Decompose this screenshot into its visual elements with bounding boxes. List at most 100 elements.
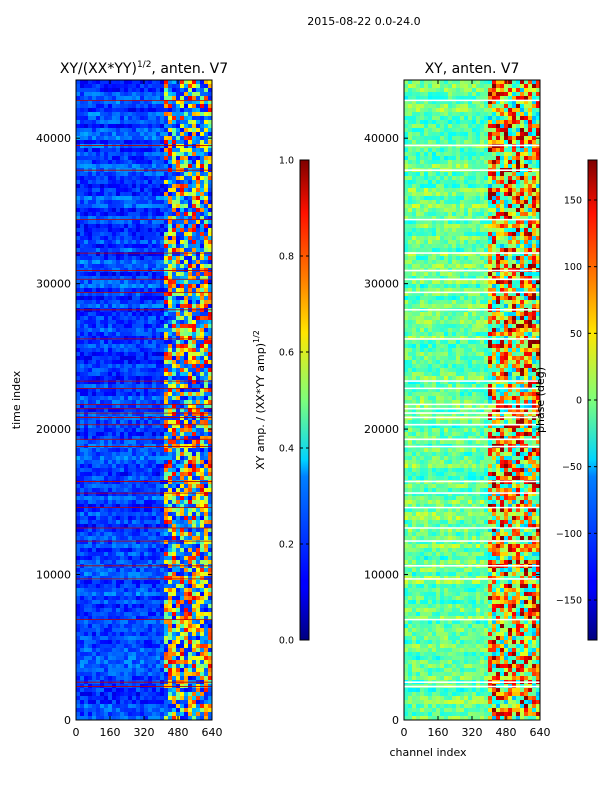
- heatmap-cell: [156, 404, 161, 409]
- heatmap-cell: [208, 236, 213, 241]
- heatmap-cell: [120, 484, 125, 489]
- heatmap-cell: [84, 636, 89, 641]
- heatmap-cell: [104, 140, 109, 145]
- heatmap-cell: [136, 260, 141, 265]
- heatmap-cell: [148, 396, 153, 401]
- heatmap-cell: [96, 604, 101, 609]
- heatmap-cell: [152, 96, 157, 101]
- heatmap-cell: [164, 596, 169, 601]
- heatmap-cell: [160, 100, 165, 105]
- heatmap-cell: [192, 124, 197, 129]
- heatmap-cell: [192, 304, 197, 309]
- heatmap-cell: [172, 496, 177, 501]
- heatmap-cell: [96, 640, 101, 645]
- heatmap-cell: [84, 176, 89, 181]
- heatmap-cell: [184, 252, 189, 257]
- heatmap-cell: [76, 340, 81, 345]
- heatmap-cell: [172, 408, 177, 413]
- heatmap-cell: [200, 140, 205, 145]
- heatmap-cell: [128, 264, 133, 269]
- heatmap-cell: [192, 312, 197, 317]
- heatmap-cell: [200, 96, 205, 101]
- heatmap-cell: [148, 368, 153, 373]
- heatmap-cell: [140, 292, 145, 297]
- heatmap-cell: [104, 640, 109, 645]
- heatmap-cell: [168, 220, 173, 225]
- heatmap-cell: [84, 504, 89, 509]
- heatmap-cell: [152, 420, 157, 425]
- heatmap-cell: [96, 656, 101, 661]
- heatmap-cell: [116, 396, 121, 401]
- heatmap-cell: [100, 216, 105, 221]
- heatmap-cell: [92, 560, 97, 565]
- heatmap-cell: [176, 348, 181, 353]
- heatmap-cell: [84, 96, 89, 101]
- heatmap-cell: [128, 112, 133, 117]
- heatmap-cell: [160, 280, 165, 285]
- heatmap-cell: [204, 96, 209, 101]
- heatmap-cell: [80, 600, 85, 605]
- heatmap-cell: [192, 144, 197, 149]
- heatmap-cell: [124, 628, 129, 633]
- heatmap-cell: [200, 200, 205, 205]
- heatmap-cell: [180, 644, 185, 649]
- heatmap-cell: [112, 588, 117, 593]
- heatmap-cell: [160, 116, 165, 121]
- heatmap-cell: [188, 440, 193, 445]
- heatmap-cell: [88, 388, 93, 393]
- heatmap-cell: [188, 448, 193, 453]
- heatmap-cell: [168, 440, 173, 445]
- heatmap-cell: [108, 412, 113, 417]
- heatmap-cell: [88, 560, 93, 565]
- heatmap-cell: [192, 344, 197, 349]
- heatmap-cell: [80, 392, 85, 397]
- heatmap-cell: [196, 500, 201, 505]
- heatmap-cell: [152, 228, 157, 233]
- heatmap-cell: [108, 100, 113, 105]
- heatmap-cell: [160, 252, 165, 257]
- heatmap-cell: [140, 160, 145, 165]
- heatmap-cell: [148, 472, 153, 477]
- heatmap-cell: [92, 172, 97, 177]
- heatmap-cell: [136, 496, 141, 501]
- heatmap-cell: [120, 596, 125, 601]
- heatmap-cell: [180, 488, 185, 493]
- heatmap-cell: [100, 144, 105, 149]
- heatmap-cell: [152, 396, 157, 401]
- heatmap-cell: [104, 280, 109, 285]
- heatmap-cell: [192, 576, 197, 581]
- heatmap-cell: [200, 376, 205, 381]
- heatmap-cell: [124, 420, 129, 425]
- heatmap-cell: [208, 316, 213, 321]
- heatmap-cell: [184, 480, 189, 485]
- heatmap-cell: [204, 660, 209, 665]
- heatmap-cell: [128, 512, 133, 517]
- heatmap-cell: [88, 160, 93, 165]
- heatmap-cell: [92, 452, 97, 457]
- heatmap-cell: [128, 448, 133, 453]
- heatmap-cell: [104, 180, 109, 185]
- heatmap-cell: [124, 352, 129, 357]
- heatmap-cell: [140, 432, 145, 437]
- heatmap-cell: [112, 356, 117, 361]
- heatmap-cell: [84, 580, 89, 585]
- heatmap-cell: [156, 488, 161, 493]
- heatmap-cell: [164, 228, 169, 233]
- heatmap-cell: [184, 100, 189, 105]
- heatmap-cell: [152, 296, 157, 301]
- heatmap-cell: [144, 132, 149, 137]
- heatmap-cell: [96, 388, 101, 393]
- heatmap-cell: [96, 244, 101, 249]
- heatmap-cell: [208, 116, 213, 121]
- heatmap-cell: [144, 312, 149, 317]
- heatmap-cell: [100, 448, 105, 453]
- heatmap-cell: [188, 232, 193, 237]
- heatmap-cell: [96, 200, 101, 205]
- heatmap-cell: [112, 320, 117, 325]
- heatmap-cell: [180, 484, 185, 489]
- heatmap-cell: [164, 656, 169, 661]
- heatmap-cell: [184, 460, 189, 465]
- heatmap-cell: [184, 548, 189, 553]
- heatmap-cell: [176, 544, 181, 549]
- heatmap-cell: [200, 440, 205, 445]
